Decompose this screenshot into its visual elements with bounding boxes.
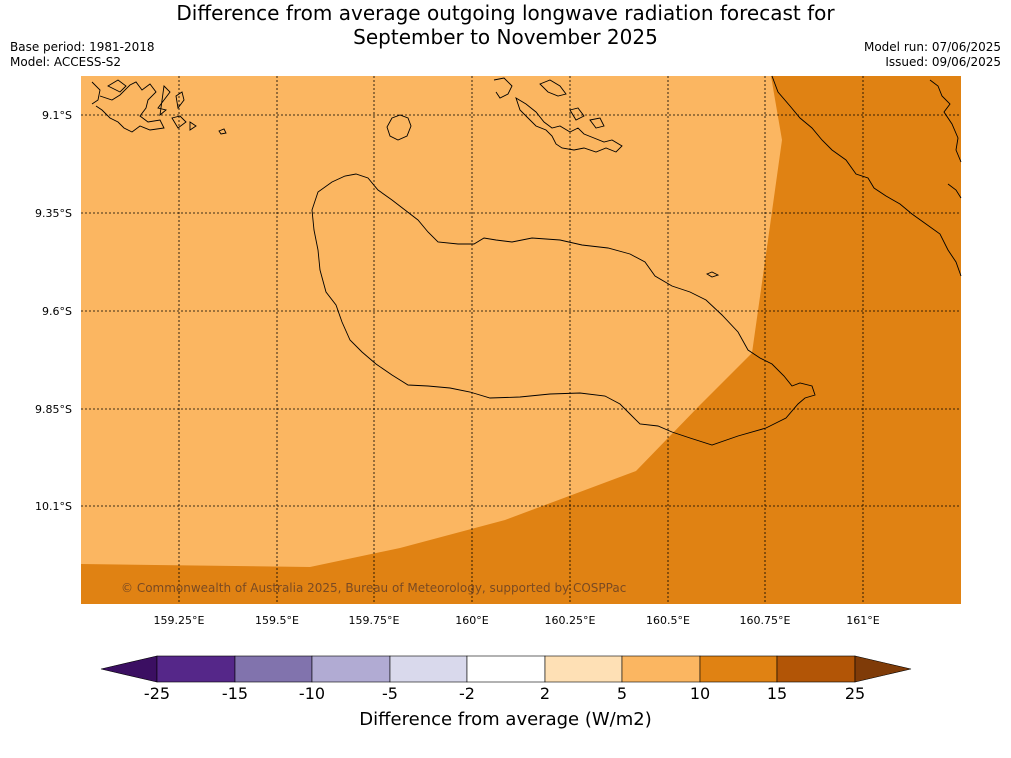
anomaly-band-5-10 — [81, 76, 782, 567]
colorbar-tick: 15 — [766, 684, 788, 703]
colorbar-swatch — [466, 655, 546, 683]
lat-label: 9.1°S — [42, 109, 72, 122]
colorbar-tick: -15 — [221, 684, 249, 703]
graticule — [81, 76, 961, 604]
model-run-label: Model run: 07/06/2025 — [863, 40, 1001, 54]
lon-label: 160.25°E — [545, 614, 596, 627]
colorbar-title: Difference from average (W/m2) — [359, 709, 652, 730]
lat-label: 9.85°S — [35, 403, 72, 416]
colorbar-extend-high — [854, 655, 912, 683]
meta-right: Model run: 07/06/2025 Issued: 09/06/2025 — [864, 40, 1001, 70]
copyright-text: © Commonwealth of Australia 2025, Bureau… — [121, 581, 626, 595]
coastline-islet-northwest — [218, 128, 227, 135]
colorbar-swatch — [699, 655, 778, 683]
lon-label: 160°E — [455, 614, 488, 627]
colorbar-tick: 25 — [844, 684, 866, 703]
colorbar-tick: -25 — [143, 684, 171, 703]
colorbar-extend-low — [100, 655, 158, 683]
coastline-florida-islands — [493, 77, 623, 153]
colorbar-tick: -10 — [298, 684, 326, 703]
colorbar-swatch — [389, 655, 468, 683]
lon-label: 159.5°E — [255, 614, 299, 627]
colorbar-swatch — [156, 655, 236, 683]
colorbar-swatch — [311, 655, 391, 683]
colorbar-swatch — [234, 655, 313, 683]
title-line-2: September to November 2025 — [353, 25, 658, 49]
lat-labels: 9.1°S 9.35°S 9.6°S 9.85°S 10.1°S — [35, 109, 72, 513]
lon-label: 159.75°E — [349, 614, 400, 627]
lon-labels: 159.25°E 159.5°E 159.75°E 160°E 160.25°E… — [154, 614, 880, 627]
coastlines — [91, 75, 962, 446]
colorbar — [100, 655, 912, 683]
coastline-malaita-east — [929, 79, 962, 199]
coastline-northwest-islands — [91, 79, 197, 133]
coastline-guadalcanal — [311, 173, 816, 446]
lat-label: 9.6°S — [42, 305, 72, 318]
lat-label: 10.1°S — [35, 500, 72, 513]
model-label: Model: ACCESS-S2 — [10, 55, 122, 69]
lat-label: 9.35°S — [35, 207, 72, 220]
lon-label: 160.5°E — [646, 614, 690, 627]
lon-label: 159.25°E — [154, 614, 205, 627]
colorbar-tick: 10 — [689, 684, 711, 703]
colorbar-tick: 2 — [539, 684, 551, 703]
title-line-1: Difference from average outgoing longwav… — [176, 1, 835, 25]
coastline-small-island — [386, 114, 412, 141]
lon-label: 160.75°E — [740, 614, 791, 627]
colorbar-swatch — [621, 655, 701, 683]
lon-label: 161°E — [846, 614, 879, 627]
colorbar-tick: -2 — [459, 684, 475, 703]
coastline-malaita — [771, 75, 962, 277]
colorbar-swatch — [544, 655, 623, 683]
colorbar-tick: 5 — [616, 684, 628, 703]
colorbar-swatch — [776, 655, 856, 683]
map-title: Difference from average outgoing longwav… — [0, 1, 1011, 49]
issued-label: Issued: 09/06/2025 — [885, 55, 1001, 69]
coastline-islet-east — [705, 271, 720, 278]
colorbar-tick: -5 — [382, 684, 398, 703]
base-period-label: Base period: 1981-2018 — [10, 40, 155, 54]
meta-left: Base period: 1981-2018 Model: ACCESS-S2 — [10, 40, 155, 70]
